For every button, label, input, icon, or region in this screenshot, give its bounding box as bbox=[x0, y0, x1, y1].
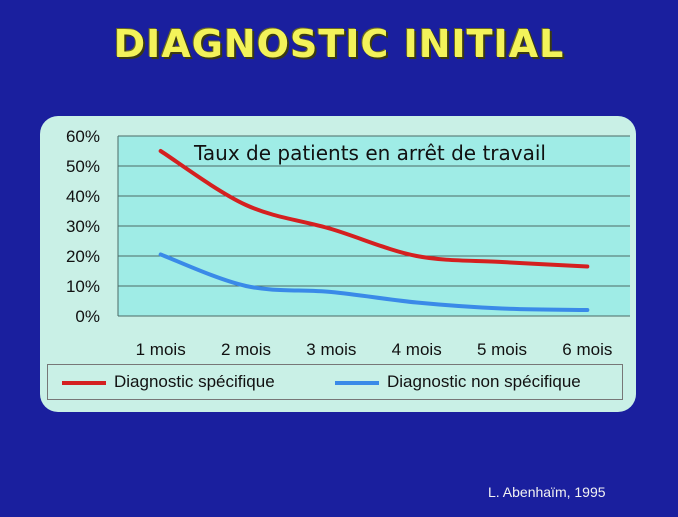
series-line-specific bbox=[158, 149, 590, 269]
x-tick-label: 3 mois bbox=[306, 340, 356, 359]
legend-swatch-specific bbox=[62, 381, 106, 385]
series-line-non-specific bbox=[158, 252, 590, 312]
chart-title: Taux de patients en arrêt de travail bbox=[193, 141, 546, 165]
y-tick-label: 50% bbox=[66, 157, 100, 176]
slide-title: DIAGNOSTIC INITIAL bbox=[113, 22, 565, 66]
series-lines bbox=[158, 149, 590, 312]
y-tick-label: 0% bbox=[75, 307, 100, 326]
legend-swatch-non-specific bbox=[335, 381, 379, 385]
legend-label-specific: Diagnostic spécifique bbox=[114, 372, 275, 391]
legend-label-non-specific: Diagnostic non spécifique bbox=[387, 372, 581, 391]
y-tick-label: 10% bbox=[66, 277, 100, 296]
gridlines bbox=[117, 135, 630, 317]
y-tick-label: 40% bbox=[66, 187, 100, 206]
x-tick-label: 1 mois bbox=[136, 340, 186, 359]
x-tick-label: 5 mois bbox=[477, 340, 527, 359]
x-tick-label: 6 mois bbox=[562, 340, 612, 359]
y-tick-label: 60% bbox=[66, 127, 100, 146]
y-tick-label: 20% bbox=[66, 247, 100, 266]
x-tick-label: 4 mois bbox=[392, 340, 442, 359]
x-tick-label: 2 mois bbox=[221, 340, 271, 359]
y-tick-label: 30% bbox=[66, 217, 100, 236]
source-credit: L. Abenhaïm, 1995 bbox=[488, 484, 606, 500]
legend: Diagnostic spécifique Diagnostic non spé… bbox=[47, 364, 623, 400]
y-axis-ticks: 0% 10% 20% 30% 40% 50% 60% bbox=[66, 127, 100, 326]
x-axis-ticks: 1 mois 2 mois 3 mois 4 mois 5 mois 6 mois bbox=[136, 340, 613, 359]
